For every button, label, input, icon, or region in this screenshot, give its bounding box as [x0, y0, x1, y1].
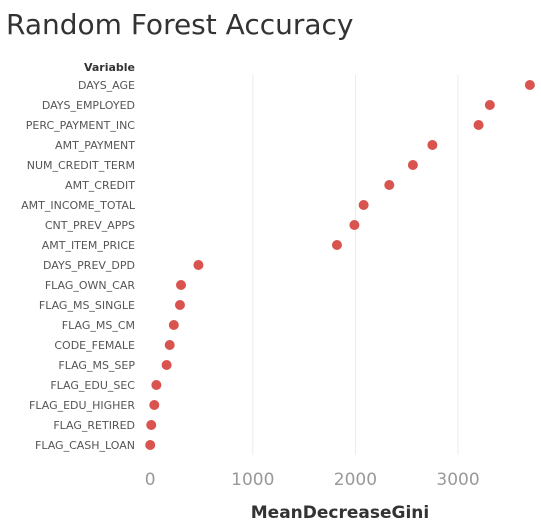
x-tick-label: 3000 [436, 470, 479, 490]
x-axis-title: MeanDecreaseGini [251, 503, 429, 523]
data-points [145, 80, 535, 450]
data-point[interactable] [427, 140, 438, 150]
category-label: AMT_PAYMENT [55, 139, 135, 152]
data-point[interactable] [331, 240, 342, 250]
category-label: FLAG_MS_CM [62, 319, 135, 332]
category-label: CNT_PREV_APPS [45, 219, 135, 232]
category-label: FLAG_EDU_HIGHER [29, 399, 135, 412]
data-point[interactable] [161, 360, 172, 370]
category-label: PERC_PAYMENT_INC [26, 119, 136, 132]
data-point[interactable] [174, 300, 185, 310]
chart-title: Random Forest Accuracy [6, 8, 354, 41]
category-label: AMT_ITEM_PRICE [42, 239, 135, 252]
data-point[interactable] [384, 180, 395, 190]
x-tick-label: 2000 [334, 470, 377, 490]
category-label: NUM_CREDIT_TERM [27, 159, 135, 172]
category-label: DAYS_AGE [78, 79, 135, 92]
category-labels: DAYS_AGE DAYS_EMPLOYED PERC_PAYMENT_INC AMT… [21, 79, 136, 452]
category-label: FLAG_EDU_SEC [50, 379, 135, 392]
category-label: FLAG_OWN_CAR [45, 279, 136, 292]
data-point[interactable] [358, 200, 369, 210]
data-point[interactable] [407, 160, 418, 170]
data-point[interactable] [349, 220, 360, 230]
data-point[interactable] [473, 120, 484, 130]
category-label: FLAG_MS_SINGLE [39, 299, 135, 312]
data-point[interactable] [193, 260, 204, 270]
category-label: FLAG_MS_SEP [58, 359, 135, 372]
data-point[interactable] [146, 420, 157, 430]
x-tick-labels: 0 1000 2000 3000 [145, 470, 480, 490]
category-label: FLAG_RETIRED [53, 419, 135, 432]
data-point[interactable] [164, 340, 175, 350]
category-label: AMT_INCOME_TOTAL [21, 199, 136, 212]
data-point[interactable] [524, 80, 535, 90]
data-point[interactable] [484, 100, 495, 110]
category-header: Variable [84, 61, 135, 74]
category-label: DAYS_EMPLOYED [42, 99, 135, 112]
data-point[interactable] [151, 380, 162, 390]
category-label: DAYS_PREV_DPD [43, 259, 135, 272]
data-point[interactable] [149, 400, 160, 410]
category-label: CODE_FEMALE [54, 339, 135, 352]
data-point[interactable] [145, 440, 156, 450]
category-label: AMT_CREDIT [65, 179, 135, 192]
x-tick-label: 1000 [231, 470, 274, 490]
x-tick-label: 0 [145, 470, 156, 490]
data-point[interactable] [175, 280, 186, 290]
category-label: FLAG_CASH_LOAN [35, 439, 135, 452]
grid-lines [252, 75, 459, 455]
data-point[interactable] [168, 320, 179, 330]
